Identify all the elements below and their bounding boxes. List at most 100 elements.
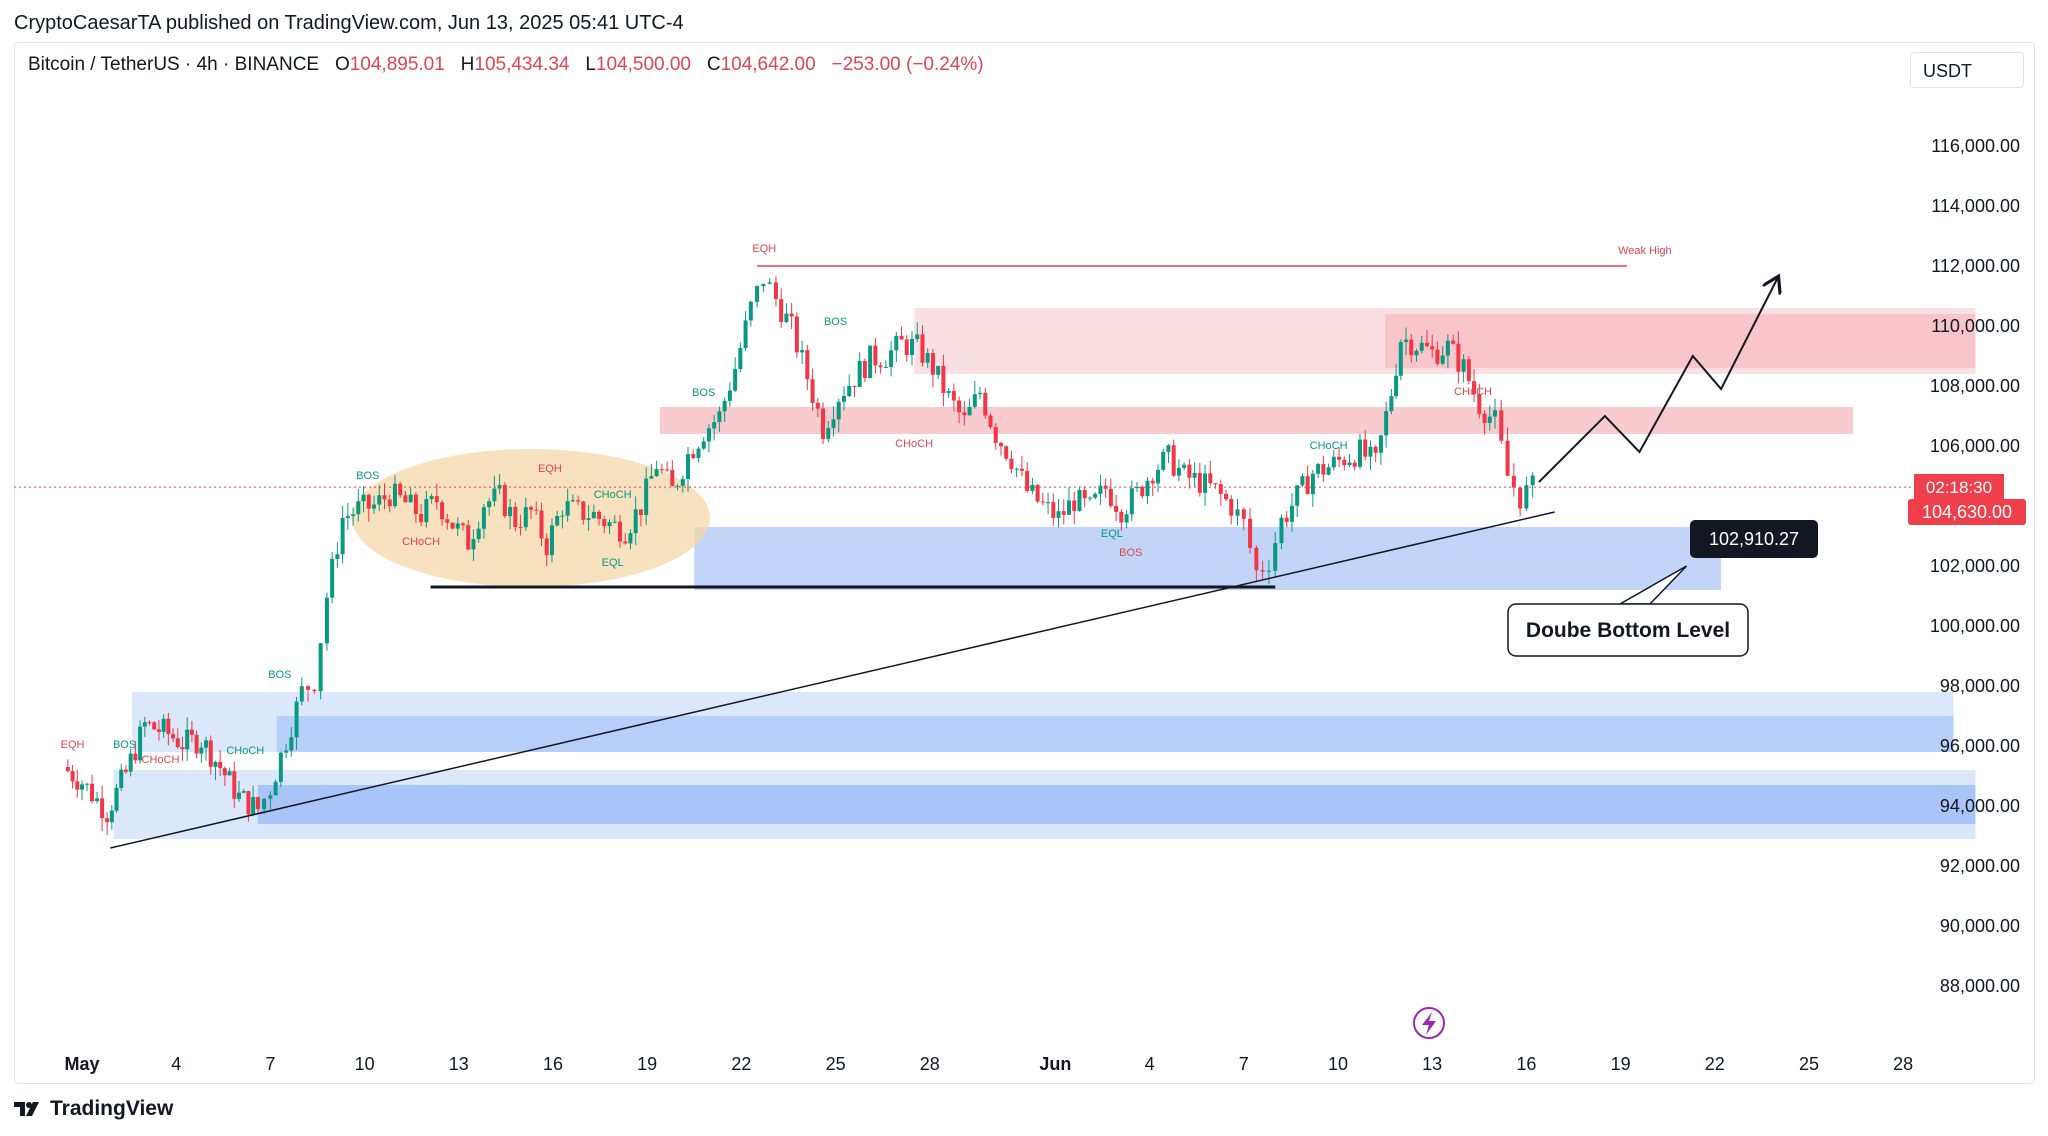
candle-up: [377, 495, 382, 505]
candle-up: [883, 366, 888, 368]
candle-up: [1524, 485, 1529, 509]
candle-down: [1171, 445, 1176, 476]
candle-down: [70, 771, 75, 782]
candle-up: [570, 500, 575, 502]
x-tick-label: 25: [1799, 1054, 1819, 1074]
candle-down: [1082, 489, 1087, 499]
candle-up: [1404, 339, 1409, 343]
candle-up: [767, 282, 772, 284]
brand-name: TradingView: [50, 1097, 174, 1120]
candle-up: [1530, 475, 1535, 486]
candle-down: [779, 299, 784, 323]
candle-up: [967, 406, 972, 416]
candle-down: [1409, 339, 1414, 356]
close-value: 104,642.00: [720, 54, 816, 75]
candle-up: [213, 761, 218, 767]
candle-down: [460, 523, 465, 526]
candle-down: [1518, 487, 1523, 509]
tradingview-brand[interactable]: TradingView: [14, 1097, 173, 1121]
zones-layer: [113, 308, 1976, 839]
candle-up: [1295, 485, 1300, 506]
candle-up: [978, 392, 983, 395]
candle-up: [1176, 467, 1181, 476]
x-tick-label: 7: [1239, 1054, 1249, 1074]
candle-down: [189, 729, 194, 735]
candle-down: [957, 400, 962, 413]
candle-up: [1279, 517, 1284, 544]
candle-up: [607, 522, 612, 527]
candle-up: [1461, 359, 1466, 372]
countdown-badge: [1914, 474, 2004, 500]
candle-down: [403, 495, 408, 503]
symbol-name[interactable]: Bitcoin / TetherUS · 4h · BINANCE: [28, 54, 320, 75]
candle-up: [1067, 500, 1072, 515]
candle-down: [440, 502, 445, 520]
x-tick-label: 25: [826, 1054, 846, 1074]
candle-down: [920, 334, 925, 363]
candle-up: [722, 400, 727, 412]
candle-up: [372, 504, 377, 509]
candle-up: [565, 501, 570, 516]
candle-up: [294, 701, 299, 738]
choch-label-2: CHoCH: [226, 745, 264, 757]
candle-up: [262, 798, 267, 810]
candle-up: [185, 729, 190, 750]
candle-down: [382, 495, 387, 500]
candle-up: [1046, 502, 1051, 504]
candle-up: [936, 365, 941, 375]
candle-down: [773, 282, 778, 300]
candle-down: [194, 734, 199, 754]
candle-up: [351, 514, 356, 517]
candle-down: [544, 538, 549, 556]
candle-down: [815, 402, 820, 409]
candle-down: [810, 379, 815, 403]
candle-down: [789, 313, 794, 317]
labels-layer: Weak High EQH EQH BOS BOS BOS BOS BOS CHoCH CHoCH…: [61, 243, 1818, 766]
y-tick-label: 102,000.00: [1930, 556, 2020, 576]
candle-down: [156, 729, 161, 732]
candle-up: [1161, 451, 1166, 470]
low-value: 104,500.00: [595, 54, 691, 75]
eql-label-1: EQL: [602, 557, 624, 569]
x-tick-label: 19: [637, 1054, 657, 1074]
candle-down: [998, 442, 1003, 447]
candle-up: [455, 523, 460, 529]
candle-down: [1466, 359, 1471, 382]
candle-down: [1424, 342, 1429, 347]
candle-down: [387, 499, 392, 507]
candle-up: [1378, 435, 1383, 453]
candle-down: [670, 469, 675, 487]
candle-down: [246, 791, 251, 815]
double-bottom-callout: [1507, 603, 1749, 657]
candle-down: [852, 385, 857, 387]
bos-label-4: BOS: [692, 387, 715, 399]
candle-down: [1248, 518, 1253, 548]
candle-up: [227, 771, 232, 776]
choch-label-1: CHoCH: [142, 754, 180, 766]
y-tick-label: 96,000.00: [1940, 736, 2020, 756]
candle-up: [1316, 464, 1321, 474]
candle-up: [761, 283, 766, 287]
candle-up: [946, 390, 951, 394]
candle-up: [612, 521, 617, 523]
bos-label-2: BOS: [268, 669, 291, 681]
candle-up: [1145, 480, 1150, 497]
candle-up: [1077, 489, 1082, 511]
candle-down: [805, 350, 810, 380]
y-tick-label: 90,000.00: [1940, 916, 2020, 936]
candle-down: [794, 316, 799, 353]
currency-selector[interactable]: USDT: [1910, 52, 2024, 88]
candle-up: [241, 791, 246, 793]
demand-zone-upper: [276, 716, 1954, 752]
candle-up: [972, 394, 977, 407]
candle-up: [560, 515, 565, 517]
candle-down: [951, 390, 956, 401]
candle-up: [1289, 505, 1294, 522]
x-tick-label: 16: [1516, 1054, 1536, 1074]
x-tick-label: 19: [1611, 1054, 1631, 1074]
candle-down: [1229, 499, 1234, 516]
candle-down: [581, 501, 586, 520]
candle-down: [366, 494, 371, 509]
x-tick-label: 4: [1145, 1054, 1155, 1074]
